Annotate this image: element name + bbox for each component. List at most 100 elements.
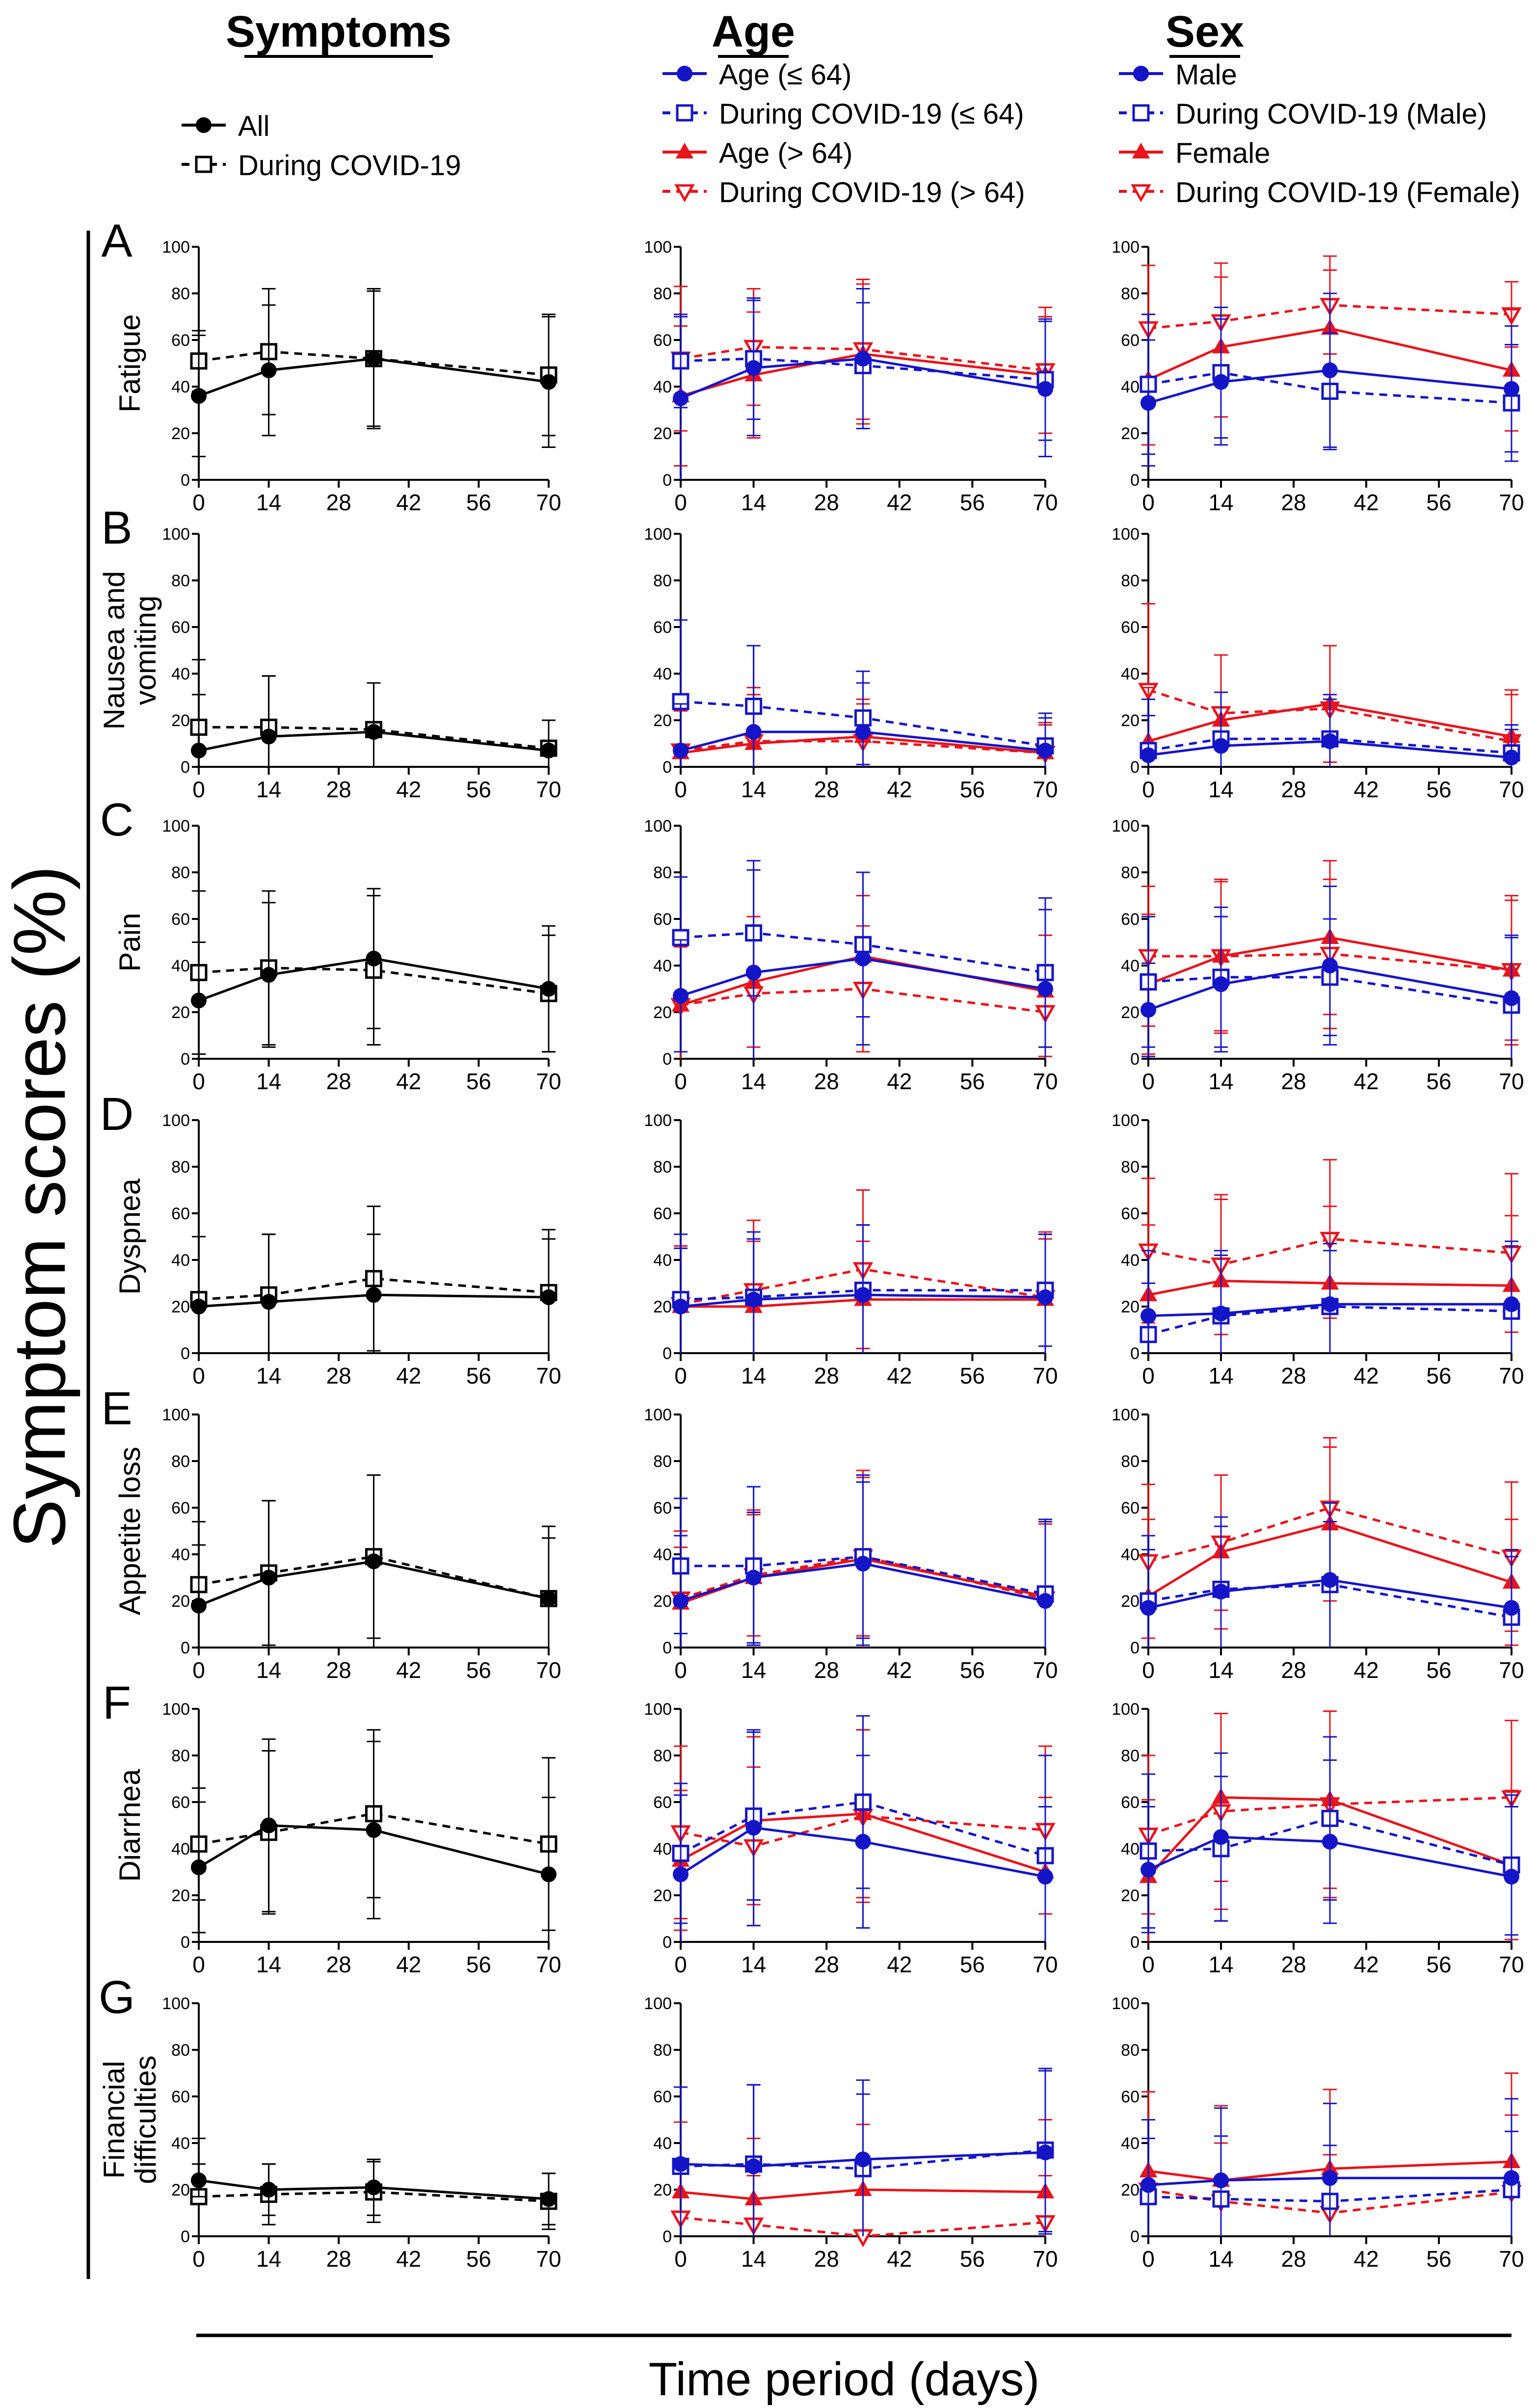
x-tick-label: 56 — [960, 777, 985, 802]
data-point — [1322, 2170, 1338, 2186]
y-tick-label: 80 — [1121, 1158, 1140, 1177]
data-point — [541, 742, 557, 759]
series — [1140, 1502, 1519, 1648]
x-tick-label: 70 — [536, 1363, 561, 1388]
x-tick-label: 14 — [1208, 1952, 1233, 1977]
x-tick-label: 0 — [1142, 1069, 1155, 1094]
series-line — [681, 1298, 1045, 1308]
data-point — [855, 351, 871, 366]
y-tick-label: 80 — [653, 1158, 672, 1177]
data-point — [1322, 733, 1338, 749]
series-line — [1148, 369, 1512, 404]
y-tick-label: 40 — [171, 2134, 190, 2153]
symptom-label-line: Appetite loss — [113, 1447, 146, 1616]
y-tick-label: 20 — [1121, 1592, 1140, 1611]
legend-swatch-marker — [676, 104, 693, 122]
data-point — [1037, 1289, 1053, 1305]
y-tick-label: 20 — [171, 424, 190, 443]
legends: All During COVID-19 Age (≤ 64) During COVID… — [182, 59, 1520, 209]
row-letter: G — [99, 1971, 135, 2023]
legend-item: Age (≤ 64) — [663, 59, 851, 91]
x-tick-label: 42 — [1353, 490, 1379, 515]
y-tick-label: 60 — [653, 2088, 672, 2106]
x-tick-label: 0 — [1142, 490, 1155, 515]
data-point — [1213, 976, 1229, 992]
y-tick-label: 60 — [171, 910, 190, 929]
data-point — [541, 1289, 557, 1305]
y-tick-label: 60 — [1121, 618, 1140, 637]
x-tick-label: 28 — [814, 490, 839, 515]
x-tick-label: 14 — [256, 1069, 281, 1094]
data-point — [1504, 1600, 1519, 1616]
x-tick-label: 70 — [1499, 490, 1524, 515]
data-point — [1322, 362, 1338, 378]
data-point — [745, 965, 762, 981]
data-point — [1504, 1296, 1519, 1312]
series-line — [1148, 1305, 1512, 1336]
series-line — [198, 1824, 549, 1876]
data-point — [261, 1817, 277, 1833]
x-tick-label: 42 — [396, 1363, 421, 1388]
x-tick-label: 0 — [192, 2246, 205, 2272]
data-point — [261, 362, 277, 378]
panel: 0 20 40 60 80 100 0 14 28 42 56 70 — [644, 1111, 1058, 1388]
x-tick-label: 28 — [1281, 777, 1306, 802]
y-tick-label: 100 — [162, 1700, 190, 1719]
y-tick-label: 60 — [171, 1499, 190, 1518]
y-tick-label: 40 — [653, 2134, 672, 2153]
y-tick-label: 60 — [653, 1499, 672, 1518]
data-point — [673, 988, 689, 1004]
x-tick-label: 0 — [192, 490, 205, 515]
y-tick-label: 40 — [171, 1545, 190, 1564]
y-tick-label: 0 — [181, 2227, 190, 2246]
series-line — [680, 957, 1046, 997]
series — [1140, 1752, 1519, 1942]
data-point — [1322, 1296, 1338, 1312]
x-tick-label: 0 — [674, 1657, 687, 1683]
y-tick-label: 100 — [644, 525, 672, 544]
data-point — [855, 2151, 871, 2168]
y-tick-label: 0 — [181, 1933, 190, 1952]
x-tick-label: 70 — [1033, 1069, 1058, 1094]
series — [1140, 292, 1519, 467]
x-tick-label: 28 — [1281, 1952, 1306, 1977]
panel: 0 20 40 60 80 100 0 14 28 42 56 70 — [1112, 1111, 1524, 1388]
x-tick-label: 70 — [1033, 2246, 1058, 2272]
y-tick-label: 0 — [181, 758, 190, 777]
y-tick-label: 60 — [171, 2088, 190, 2106]
series-line — [199, 726, 549, 750]
x-tick-label: 70 — [1033, 490, 1058, 515]
y-tick-label: 80 — [171, 1452, 190, 1471]
y-tick-label: 80 — [171, 1747, 190, 1765]
series-line — [1148, 1280, 1512, 1296]
y-tick-label: 20 — [653, 1592, 672, 1611]
series-line — [680, 931, 1046, 974]
symptom-label: Pain — [113, 913, 146, 971]
series-line — [680, 731, 1046, 752]
legend-label: During COVID-19 (Female) — [1175, 177, 1520, 209]
y-tick-label: 60 — [171, 618, 190, 637]
y-tick-label: 40 — [653, 1545, 672, 1564]
y-tick-label: 0 — [663, 1639, 672, 1657]
y-tick-label: 0 — [1130, 1639, 1140, 1657]
data-point — [1213, 1829, 1229, 1845]
x-axis-title: Time period (days) — [649, 2353, 1040, 2406]
data-point — [1322, 958, 1338, 973]
x-tick-label: 28 — [1281, 2246, 1306, 2272]
data-point — [673, 742, 689, 759]
y-tick-label: 40 — [653, 378, 672, 396]
panel: 0 20 40 60 80 100 0 14 28 42 56 70 — [644, 238, 1058, 515]
y-tick-label: 60 — [171, 1793, 190, 1812]
series-line — [1147, 327, 1512, 381]
legend-swatch-marker — [677, 66, 692, 81]
row-letter: E — [101, 1383, 132, 1435]
series-line — [680, 2151, 1046, 2168]
series-line — [198, 2179, 549, 2200]
y-tick-label: 60 — [653, 1204, 672, 1223]
series-line — [1147, 1835, 1512, 1878]
data-point — [1140, 1861, 1156, 1878]
data-point — [261, 1570, 277, 1586]
y-tick-label: 80 — [171, 2041, 190, 2060]
